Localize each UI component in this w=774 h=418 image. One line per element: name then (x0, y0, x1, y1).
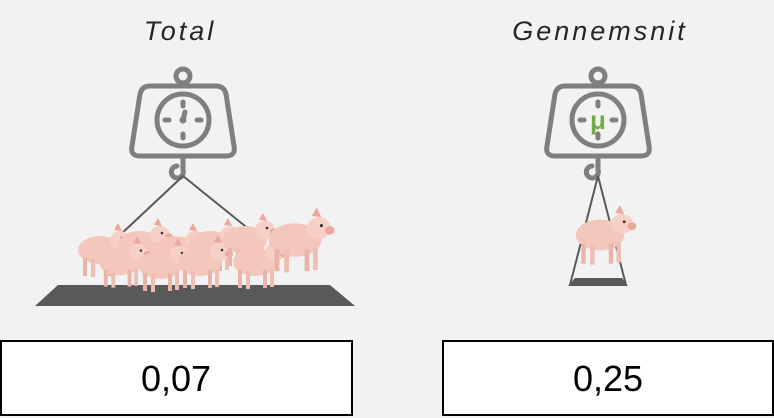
value: 0,25 (573, 358, 643, 399)
panel-title: Gennemsnit (512, 16, 688, 46)
scale-icon (544, 66, 652, 286)
value-box (0, 340, 353, 416)
value: 0,07 (141, 358, 211, 399)
pigs (575, 205, 637, 265)
platform (35, 285, 355, 306)
value-box (442, 340, 774, 416)
scale-icon (119, 66, 251, 236)
platform (568, 278, 628, 286)
panel-title: Total (144, 16, 217, 46)
mean-symbol: μ (590, 105, 606, 135)
pigs (78, 207, 335, 292)
